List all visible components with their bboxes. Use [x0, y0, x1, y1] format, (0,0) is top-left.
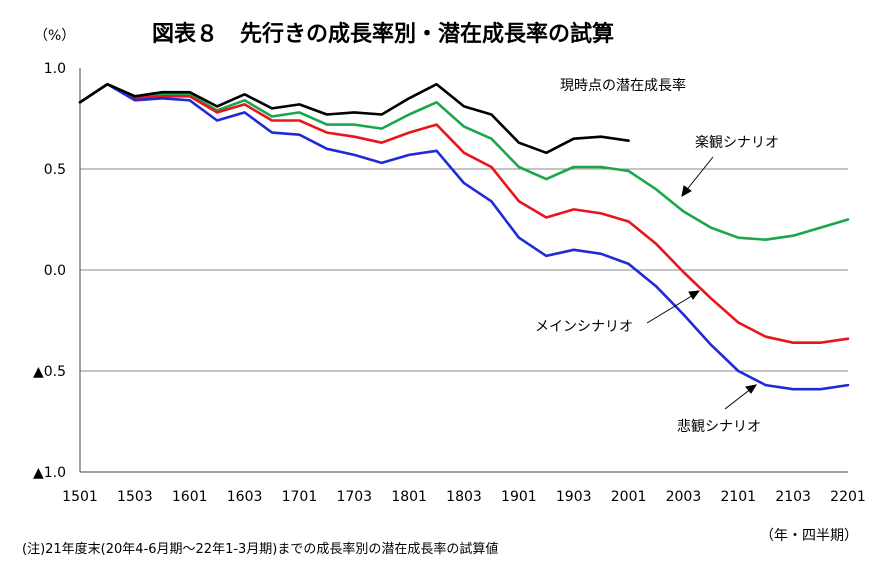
- x-tick-label: 1801: [391, 489, 427, 505]
- x-tick-label: 1703: [336, 489, 372, 505]
- annotation-arrows: [646, 156, 758, 410]
- x-tick-label: 1603: [227, 489, 263, 505]
- y-tick-label: ▲0.5: [33, 364, 66, 380]
- axes: [79, 68, 848, 473]
- gridlines: [80, 168, 848, 372]
- series-line-0: [78, 82, 630, 155]
- label-pessimistic: 悲観シナリオ: [677, 418, 761, 435]
- x-tick-label: 1503: [117, 489, 153, 505]
- y-tick-label: 0.0: [44, 263, 66, 279]
- x-tick-label: 2003: [666, 489, 702, 505]
- series-lines: [78, 82, 850, 391]
- arrow-optimistic-head: [681, 185, 692, 197]
- label-optimistic: 楽観シナリオ: [695, 134, 779, 151]
- y-tick-label: 0.5: [44, 162, 66, 178]
- x-tick-label: 2001: [611, 489, 647, 505]
- x-tick-label: 1601: [172, 489, 208, 505]
- y-tick-label: ▲1.0: [33, 465, 66, 481]
- x-tick-label: 2101: [720, 489, 756, 505]
- x-tick-label: 1803: [446, 489, 482, 505]
- x-tick-label: 1903: [556, 489, 592, 505]
- arrow-pessimistic: [724, 387, 753, 410]
- label-main: メインシナリオ: [535, 319, 633, 335]
- x-tick-labels: 1501 1503 1601 1603 1701 1703 1801 1803 1901 1903…: [62, 489, 866, 505]
- y-unit-label: （%）: [34, 28, 75, 44]
- footnote: (注)21年度末(20年4-6月期～22年1-3月期)までの成長率別の潜在成長率…: [22, 541, 498, 557]
- series-line-3: [78, 82, 850, 391]
- x-tick-label: 2201: [830, 489, 866, 505]
- x-unit-label: （年・四半期）: [760, 528, 858, 544]
- series-line-2: [78, 82, 850, 344]
- y-tick-label: 1.0: [44, 61, 66, 77]
- x-tick-label: 1701: [282, 489, 318, 505]
- label-current-potential: 現時点の潜在成長率: [560, 77, 686, 94]
- arrow-main-head: [688, 290, 701, 300]
- arrow-main: [646, 293, 696, 324]
- x-tick-label: 1501: [62, 489, 98, 505]
- series-line-1: [78, 82, 850, 241]
- x-tick-label: 1901: [501, 489, 537, 505]
- x-tick-label: 2103: [775, 489, 811, 505]
- arrow-pessimistic-head: [745, 384, 758, 394]
- arrow-optimistic: [684, 156, 714, 193]
- chart-title: 図表８ 先行きの成長率別・潜在成長率の試算: [152, 21, 614, 47]
- y-tick-labels: 1.0 0.5 0.0 ▲0.5 ▲1.0: [33, 61, 66, 481]
